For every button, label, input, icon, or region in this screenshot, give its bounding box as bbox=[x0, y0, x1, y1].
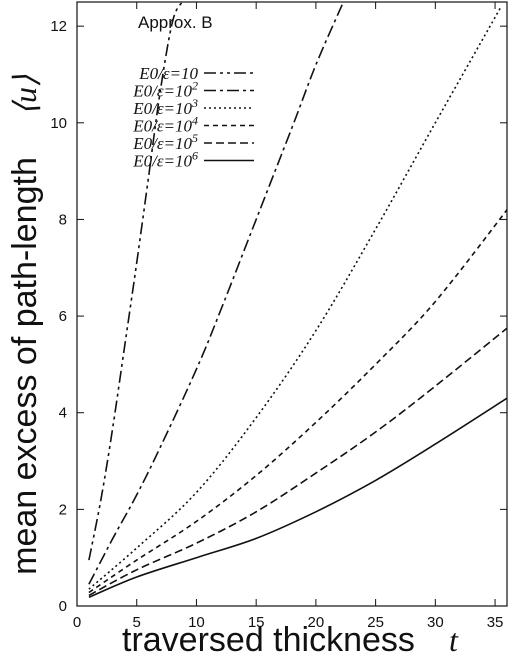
series-line-2 bbox=[88, 2, 345, 585]
legend-label: E0/ε=106 bbox=[132, 149, 198, 171]
legend-label: E0/ε=103 bbox=[132, 96, 198, 118]
x-tick-label: 5 bbox=[133, 614, 141, 631]
x-tick-label: 25 bbox=[367, 614, 384, 631]
y-tick-label: 6 bbox=[59, 308, 67, 325]
x-tick-label: 10 bbox=[188, 614, 205, 631]
series-line-3 bbox=[88, 6, 502, 590]
x-tick-label: 30 bbox=[427, 614, 444, 631]
series-layer bbox=[88, 2, 507, 599]
series-line-6 bbox=[88, 397, 507, 599]
legend-label: E0/ε=105 bbox=[132, 131, 198, 153]
legend-label: E0/ε=102 bbox=[132, 79, 198, 101]
series-line-1 bbox=[88, 2, 183, 561]
legend-label-exponent: 4 bbox=[192, 114, 198, 128]
legend-label-exponent: 5 bbox=[192, 131, 198, 145]
legend-label-exponent: 6 bbox=[192, 149, 198, 163]
series-line-4 bbox=[88, 209, 507, 594]
x-tick-label: 35 bbox=[487, 614, 504, 631]
y-tick-label: 10 bbox=[50, 115, 67, 132]
legend-label-exponent: 2 bbox=[192, 79, 198, 93]
x-axis-title: traversed thickness bbox=[122, 621, 415, 659]
x-axis-variable: t bbox=[449, 622, 459, 658]
legend-label-exponent: 3 bbox=[191, 96, 198, 110]
y-tick-label: 4 bbox=[59, 405, 67, 422]
legend-label: E0/ε=10 bbox=[138, 64, 198, 83]
plot-frame bbox=[76, 1, 508, 607]
y-axis-title: mean excess of path-length bbox=[6, 157, 44, 575]
y-tick-label: 8 bbox=[59, 211, 67, 228]
legend: E0/ε=10E0/ε=102E0/ε=103E0/ε=104E0/ε=105E… bbox=[132, 64, 254, 171]
x-tick-label: 20 bbox=[308, 614, 325, 631]
y-axis-variable: ⟨u⟩ bbox=[7, 74, 43, 115]
y-tick-label: 12 bbox=[50, 18, 67, 35]
series-line-5 bbox=[88, 327, 507, 597]
x-tick-label: 15 bbox=[248, 614, 265, 631]
y-tick-label: 0 bbox=[59, 598, 67, 615]
chart-annotation: Approx. B bbox=[138, 13, 213, 32]
x-tick-label: 0 bbox=[73, 614, 81, 631]
y-tick-label: 2 bbox=[59, 501, 67, 518]
legend-label: E0/ε=104 bbox=[132, 114, 198, 136]
